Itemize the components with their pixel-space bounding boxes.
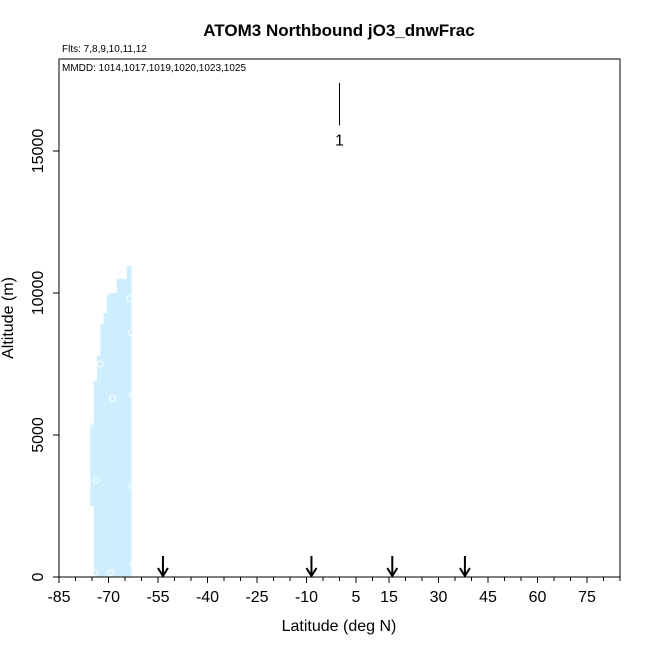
data-point-4 xyxy=(96,360,104,368)
arrow-marker-1 xyxy=(305,556,318,578)
arrow-marker-0 xyxy=(157,556,169,578)
data-point-1 xyxy=(92,476,100,484)
data-point-3 xyxy=(107,569,114,577)
profile-column-7 xyxy=(116,278,127,577)
profile-column-6 xyxy=(110,293,117,577)
y-tick-label: 15000 xyxy=(30,129,47,174)
arrow-marker-3 xyxy=(459,556,471,578)
data-point-7 xyxy=(128,329,136,337)
x-tick-label: -70 xyxy=(97,589,120,606)
dates-note: MMDD: 1014,1017,1019,1020,1023,1025 xyxy=(62,63,246,74)
flights-note: Flts: 7,8,9,10,11,12 xyxy=(62,44,147,55)
data-point-6 xyxy=(128,391,136,399)
chart-title: ATOM3 Northbound jO3_dnwFrac xyxy=(203,21,474,40)
data-point-9 xyxy=(129,560,137,568)
x-tick-label: 60 xyxy=(529,589,547,606)
x-tick-label: -10 xyxy=(295,589,318,606)
profile-column-8 xyxy=(126,266,132,577)
profile-column-3 xyxy=(100,324,104,577)
y-tick-label: 5000 xyxy=(30,417,47,453)
y-axis: 0 5000 10000 15000 xyxy=(30,129,59,581)
y-tick-label: 0 xyxy=(30,572,47,581)
x-tick-label: -55 xyxy=(146,589,169,606)
arrow-marker-2 xyxy=(386,556,399,578)
x-tick-label: 30 xyxy=(430,589,448,606)
x-tick-label: -85 xyxy=(47,589,70,606)
x-tick-label: -25 xyxy=(245,589,268,606)
x-tick-label: 75 xyxy=(578,589,596,606)
y-tick-label: 10000 xyxy=(30,271,47,316)
profile-column-4 xyxy=(103,312,107,577)
x-tick-label: 5 xyxy=(352,589,361,606)
data-point-0 xyxy=(86,420,94,428)
data-point-2 xyxy=(91,569,99,577)
data-point-10 xyxy=(126,295,134,303)
data-point-8 xyxy=(128,482,136,490)
y-axis-title: Altitude (m) xyxy=(0,277,17,359)
x-tick-label: 15 xyxy=(380,589,398,606)
profile-column-5 xyxy=(106,294,111,577)
x-tick-label: -40 xyxy=(196,589,219,606)
color-bar-label: 1 xyxy=(335,132,344,149)
x-axis: -85 -70 -55 -40 -25 -10 5 15 30 45 60 75 xyxy=(47,577,621,606)
profile-column-2 xyxy=(97,355,101,577)
x-tick-label: 45 xyxy=(479,589,497,606)
profile-column-1 xyxy=(93,381,97,577)
plot-content: 1 xyxy=(86,82,471,578)
data-point-5 xyxy=(109,394,116,402)
x-axis-title: Latitude (deg N) xyxy=(282,618,397,635)
profile-column-0 xyxy=(90,423,94,506)
